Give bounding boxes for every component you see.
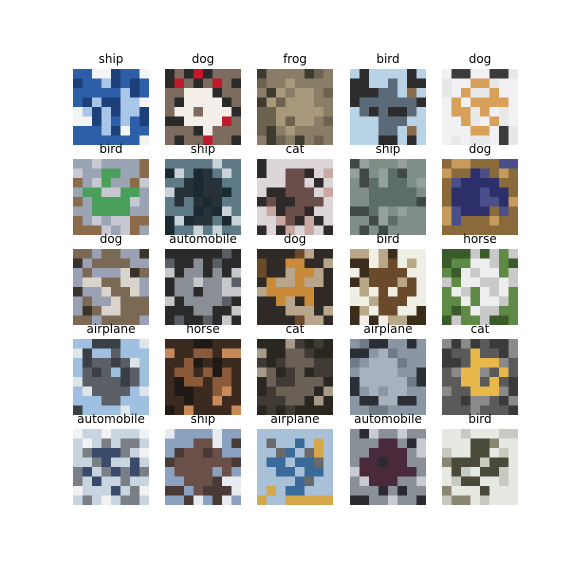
grid-cell-label: airplane	[363, 322, 413, 336]
grid-cell-label: automobile	[77, 412, 145, 426]
grid-cell: bird	[442, 411, 518, 505]
ship-icon	[165, 159, 241, 235]
grid-cell-label: dog	[191, 52, 215, 66]
grid-cell: bird	[73, 141, 149, 235]
grid-cell-label: bird	[99, 142, 123, 156]
cat-icon	[257, 159, 333, 235]
grid-cell: automobile	[73, 411, 149, 505]
frog-icon	[257, 69, 333, 145]
dog-icon	[442, 69, 518, 145]
grid-cell: ship	[165, 411, 241, 505]
grid-cell-label: horse	[186, 322, 220, 336]
grid-cell-label: bird	[468, 412, 492, 426]
grid-cell-label: dog	[99, 232, 123, 246]
ship-icon	[73, 69, 149, 145]
dog-icon	[442, 159, 518, 235]
airplane-icon	[350, 339, 426, 415]
grid-cell: dog	[257, 231, 333, 325]
grid-cell: airplane	[350, 321, 426, 415]
grid-cell: dog	[165, 51, 241, 145]
grid-cell-label: ship	[190, 412, 216, 426]
cat-icon	[257, 339, 333, 415]
grid-cell-label: ship	[98, 52, 124, 66]
grid-cell-label: bird	[376, 52, 400, 66]
grid-cell-label: airplane	[86, 322, 136, 336]
bird-icon	[442, 429, 518, 505]
grid-cell: airplane	[257, 411, 333, 505]
dog-icon	[73, 249, 149, 325]
grid-cell: ship	[350, 141, 426, 235]
grid-cell-label: cat	[285, 142, 305, 156]
grid-cell-label: automobile	[354, 412, 422, 426]
grid-cell-label: dog	[468, 142, 492, 156]
cat-icon	[442, 339, 518, 415]
grid-cell: airplane	[73, 321, 149, 415]
grid-cell: dog	[442, 141, 518, 235]
dog-icon	[257, 249, 333, 325]
grid-cell-label: cat	[470, 322, 490, 336]
grid-cell: dog	[442, 51, 518, 145]
grid-cell-label: airplane	[270, 412, 320, 426]
grid-cell-label: dog	[468, 52, 492, 66]
horse-icon	[165, 339, 241, 415]
grid-cell-label: ship	[190, 142, 216, 156]
grid-cell-label: dog	[283, 232, 307, 246]
bird-icon	[350, 249, 426, 325]
grid-cell: automobile	[165, 231, 241, 325]
grid-cell-label: frog	[283, 52, 307, 66]
grid-cell-label: horse	[463, 232, 497, 246]
grid-cell: automobile	[350, 411, 426, 505]
bird-icon	[73, 159, 149, 235]
horse-icon	[442, 249, 518, 325]
grid-cell-label: cat	[285, 322, 305, 336]
grid-cell: bird	[350, 51, 426, 145]
airplane-icon	[73, 339, 149, 415]
grid-cell: frog	[257, 51, 333, 145]
grid-cell: horse	[165, 321, 241, 415]
automobile-icon	[73, 429, 149, 505]
grid-cell: ship	[73, 51, 149, 145]
ship-icon	[165, 429, 241, 505]
grid-cell: cat	[442, 321, 518, 415]
grid-cell: bird	[350, 231, 426, 325]
grid-cell: ship	[165, 141, 241, 235]
grid-cell-label: ship	[375, 142, 401, 156]
grid-cell-label: bird	[376, 232, 400, 246]
grid-cell: dog	[73, 231, 149, 325]
bird-icon	[350, 69, 426, 145]
grid-cell: horse	[442, 231, 518, 325]
grid-cell-label: automobile	[169, 232, 237, 246]
dog-icon	[165, 69, 241, 145]
automobile-icon	[350, 429, 426, 505]
grid-cell: cat	[257, 141, 333, 235]
airplane-icon	[257, 429, 333, 505]
grid-cell: cat	[257, 321, 333, 415]
automobile-icon	[165, 249, 241, 325]
ship-icon	[350, 159, 426, 235]
